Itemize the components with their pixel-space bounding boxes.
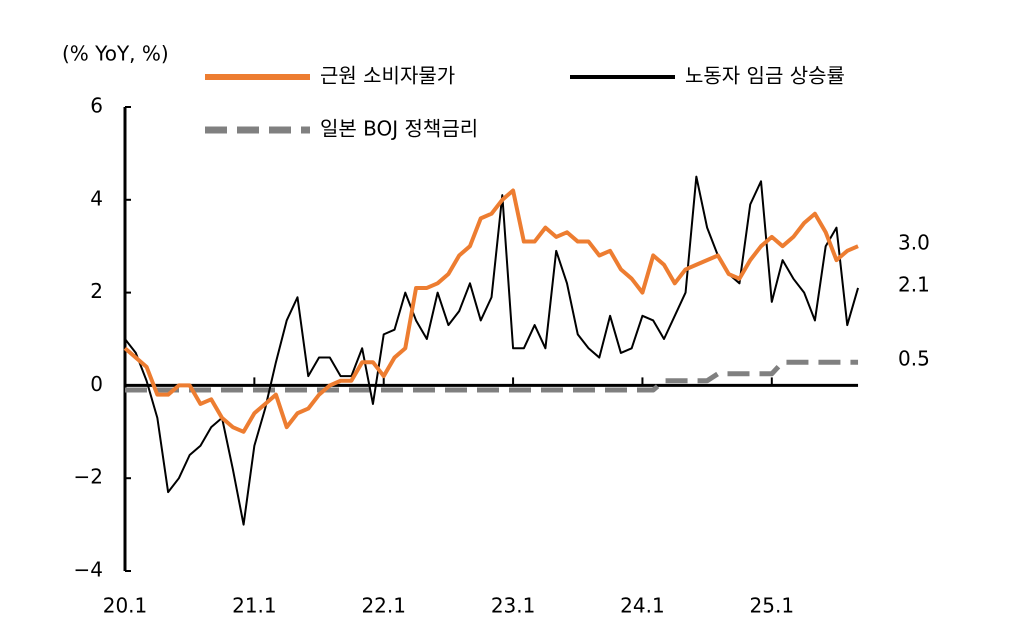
y-tick-label: 4	[90, 186, 103, 210]
y-tick-label: 2	[90, 279, 103, 303]
y-tick-label: −4	[74, 558, 103, 582]
x-tick-label: 23.1	[491, 594, 536, 618]
legend-label: 노동자 임금 상승률	[685, 64, 845, 88]
legend-label: 일본 BOJ 정책금리	[320, 117, 478, 141]
y-tick-label: 0	[90, 372, 103, 396]
series-line	[125, 359, 859, 393]
y-axis-label: (% YoY, %)	[62, 42, 169, 66]
x-tick-label: 25.1	[750, 594, 795, 618]
x-tick-label: 21.1	[232, 594, 277, 618]
end-label: 2.1	[898, 272, 930, 296]
y-tick-label: −2	[74, 465, 103, 489]
end-label: 0.5	[898, 347, 930, 371]
series-line	[123, 188, 859, 434]
y-tick-label: 6	[90, 94, 103, 118]
legend-label: 근원 소비자물가	[320, 64, 455, 88]
x-tick-label: 22.1	[361, 594, 406, 618]
x-tick-label: 24.1	[620, 594, 665, 618]
series-line	[124, 175, 860, 526]
end-label: 3.0	[898, 231, 930, 255]
x-tick-label: 20.1	[103, 594, 148, 618]
